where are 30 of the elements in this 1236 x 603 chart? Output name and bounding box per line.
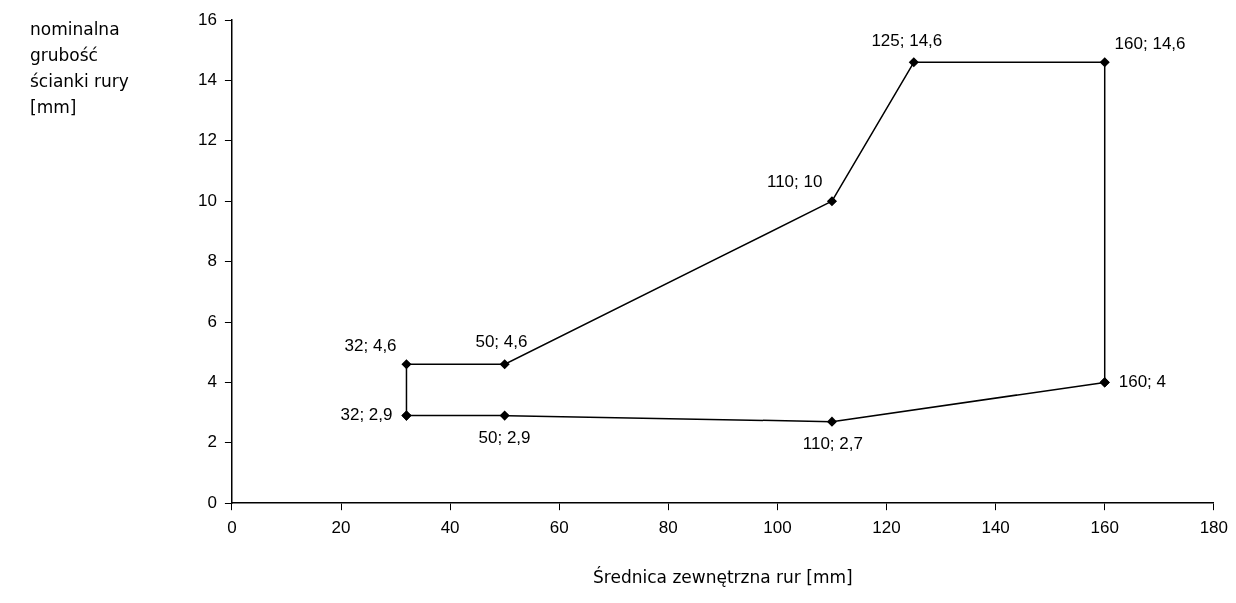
data-label: 32; 4,6 (344, 335, 397, 355)
data-label: 110; 10 (766, 172, 823, 192)
y-tick-label: 6 (207, 311, 217, 331)
data-label: 110; 2,7 (802, 433, 863, 453)
x-tick-label: 60 (549, 518, 569, 538)
x-tick-label: 140 (981, 518, 1010, 538)
x-axis-title: Średnica zewnętrzna rur [mm] (593, 566, 853, 588)
data-label: 160; 4 (1118, 372, 1166, 392)
x-tick-label: 100 (763, 518, 792, 538)
y-tick-label: 14 (197, 70, 217, 90)
x-tick-label: 80 (658, 518, 678, 538)
data-label: 50; 2,9 (478, 427, 531, 447)
data-label: 50; 4,6 (475, 331, 528, 351)
data-label: 32; 2,9 (340, 405, 393, 425)
x-tick-label: 40 (440, 518, 460, 538)
x-tick-label: 0 (227, 518, 237, 538)
y-tick-label: 8 (207, 251, 217, 271)
y-tick-label: 10 (197, 190, 217, 210)
data-label: 125; 14,6 (871, 31, 943, 51)
x-tick-label: 160 (1090, 518, 1119, 538)
y-axis-title: nominalna grubość ścianki rury [mm] (30, 18, 130, 119)
y-tick-label: 0 (207, 492, 217, 512)
x-tick-label: 20 (331, 518, 351, 538)
y-tick-label: 4 (207, 372, 217, 392)
x-tick-label: 180 (1199, 518, 1229, 538)
y-tick-label: 2 (207, 432, 217, 452)
x-tick-label: 120 (872, 518, 901, 538)
data-label: 160; 14,6 (1114, 33, 1186, 53)
y-tick-label: 12 (197, 130, 217, 150)
y-tick-label: 16 (197, 9, 217, 29)
